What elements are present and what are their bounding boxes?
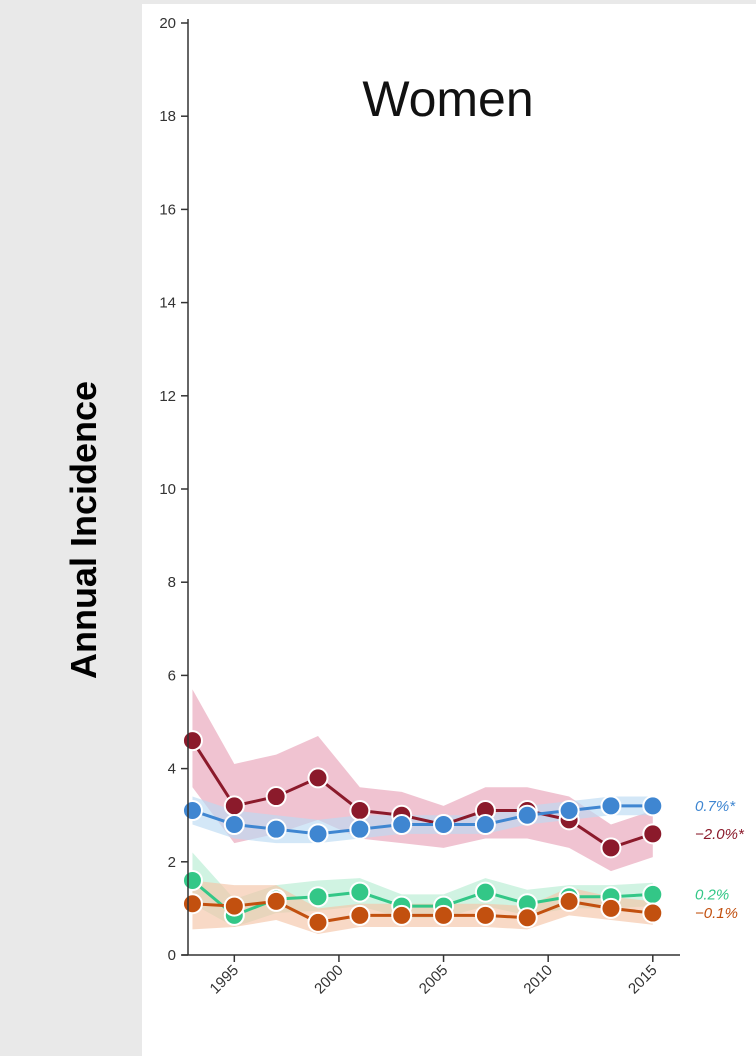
data-point: [181, 730, 203, 752]
data-point: [474, 881, 496, 903]
series-end-label-3: −0.1%: [695, 905, 738, 922]
data-point: [307, 823, 329, 845]
y-tick-label: 10: [159, 481, 176, 498]
series-end-label-0: −2.0%*: [695, 826, 745, 843]
data-point: [558, 800, 580, 822]
confidence-band-0: [192, 689, 653, 872]
data-point: [600, 837, 622, 859]
data-point: [181, 800, 203, 822]
y-tick-label: 20: [159, 15, 176, 32]
data-point: [349, 818, 371, 840]
series-end-label-2: 0.2%: [695, 886, 729, 903]
data-point: [474, 814, 496, 836]
x-tick-label: 2000: [311, 962, 347, 998]
data-point: [223, 895, 245, 917]
y-tick-label: 2: [168, 854, 176, 871]
y-tick-label: 8: [168, 574, 176, 591]
y-tick-label: 12: [159, 388, 176, 405]
data-point: [265, 786, 287, 808]
data-point: [181, 869, 203, 891]
data-point: [349, 800, 371, 822]
x-tick-label: 2015: [625, 962, 661, 998]
data-point: [558, 890, 580, 912]
data-point: [307, 886, 329, 908]
y-tick-label: 0: [168, 947, 176, 964]
x-tick-label: 2010: [520, 962, 556, 998]
data-point: [391, 904, 413, 926]
data-point: [600, 897, 622, 919]
data-point: [642, 883, 664, 905]
chart-panel: [142, 4, 756, 1056]
data-point: [642, 823, 664, 845]
chart-title: Women: [362, 71, 533, 127]
y-tick-label: 18: [159, 108, 176, 125]
data-point: [516, 804, 538, 826]
data-point: [391, 814, 413, 836]
y-tick-label: 16: [159, 201, 176, 218]
data-point: [223, 814, 245, 836]
data-point: [265, 818, 287, 840]
data-point: [642, 795, 664, 817]
data-point: [307, 767, 329, 789]
data-point: [642, 902, 664, 924]
data-point: [516, 907, 538, 929]
data-point: [223, 795, 245, 817]
data-point: [349, 904, 371, 926]
data-point: [307, 911, 329, 933]
data-point: [181, 893, 203, 915]
data-point: [474, 904, 496, 926]
y-tick-label: 14: [159, 295, 176, 312]
data-point: [433, 904, 455, 926]
y-tick-label: 6: [168, 667, 176, 684]
data-point: [349, 881, 371, 903]
x-tick-label: 2005: [416, 962, 452, 998]
series-end-labels: −2.0%* 0.7%* 0.2% −0.1%: [695, 798, 745, 922]
y-axis-label: Annual Incidence: [63, 381, 104, 679]
data-point: [265, 890, 287, 912]
series-end-label-1: 0.7%*: [695, 798, 736, 815]
x-tick-label: 1995: [207, 962, 243, 998]
data-point: [600, 795, 622, 817]
y-tick-label: 4: [168, 761, 176, 778]
data-point: [433, 814, 455, 836]
